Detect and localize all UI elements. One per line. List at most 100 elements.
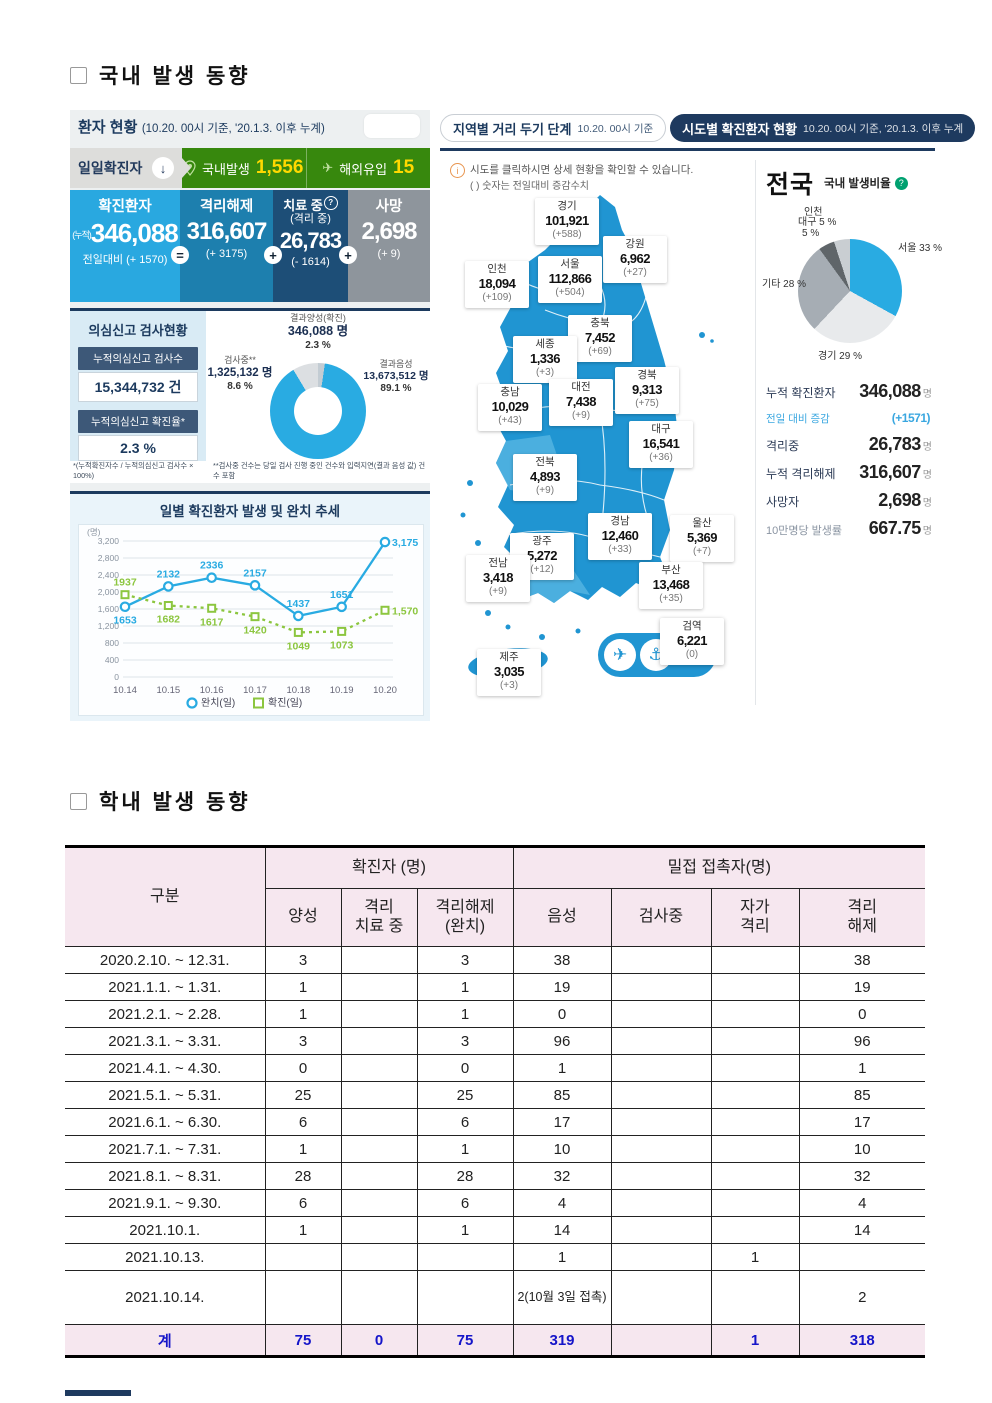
map-region-label-quarantine[interactable]: 검역 6,221 (0)	[660, 618, 724, 665]
test-status-title: 의심신고 검사현황	[88, 323, 188, 338]
redacted-logo	[364, 114, 420, 138]
row-cell	[610, 946, 712, 974]
map-region-label[interactable]: 부산 13,468 (+35)	[639, 562, 703, 609]
row-cell	[710, 946, 800, 974]
map-region-label[interactable]: 서울 112,866 (+504)	[538, 256, 602, 303]
svg-text:3,200: 3,200	[98, 536, 120, 546]
row-cell: 1	[264, 1135, 342, 1163]
donut-testing-label: 검사중** 1,325,132 명 8.6 %	[207, 355, 273, 392]
svg-text:확진(일): 확진(일)	[268, 697, 302, 709]
row-cell	[610, 1243, 712, 1271]
row-period: 2021.10.13.	[65, 1243, 266, 1271]
map-region-label[interactable]: 강원 6,962 (+27)	[603, 236, 667, 283]
domestic-label: 국내발생	[202, 161, 250, 177]
tab-distancing-level[interactable]: 지역별 거리 두기 단계 10.20. 00시 기준	[440, 114, 667, 142]
svg-text:1617: 1617	[200, 616, 224, 628]
section-title-text: 학내 발생 동향	[99, 791, 251, 814]
svg-text:2336: 2336	[200, 560, 224, 572]
table-row: 2021.10.1. 1 1 14 14	[65, 1216, 926, 1244]
map-region-label[interactable]: 대구 16,541 (+36)	[629, 421, 693, 468]
national-title: 전국	[766, 171, 815, 199]
plus-operator: +	[339, 246, 357, 264]
row-cell: 28	[264, 1162, 342, 1190]
map-region-label[interactable]: 제주 3,035 (+3)	[477, 649, 541, 696]
help-icon[interactable]: ?	[323, 196, 338, 210]
map-region-label[interactable]: 충남 10,029 (+43)	[478, 384, 542, 431]
row-period: 2021.7.1. ~ 7.31.	[65, 1135, 266, 1163]
row-cell: 1	[264, 1216, 342, 1244]
patient-status-header: 환자 현황 (10.20. 00시 기준, '20.1.3. 이후 누계)	[70, 110, 430, 148]
row-cell: 1	[416, 973, 514, 1001]
row-period: 2021.10.14.	[65, 1270, 266, 1325]
row-cell	[710, 1081, 800, 1109]
row-cell: 1	[710, 1243, 800, 1271]
plus-operator: +	[264, 246, 282, 264]
row-cell: 4	[798, 1189, 926, 1217]
map-region-label[interactable]: 인천 18,094 (+109)	[465, 261, 529, 308]
map-region-label[interactable]: 전남 3,418 (+9)	[466, 555, 530, 602]
row-cell: 3	[264, 1027, 342, 1055]
row-period: 2021.5.1. ~ 5.31.	[65, 1081, 266, 1109]
row-cell	[610, 1270, 712, 1325]
row-cell: 25	[416, 1081, 514, 1109]
row-cell	[710, 1000, 800, 1028]
national-stat-row: 격리중 26,783 명	[766, 434, 932, 454]
national-stat-row: 누적 격리해제 316,607 명	[766, 462, 932, 482]
svg-text:2,800: 2,800	[98, 553, 120, 563]
svg-text:400: 400	[105, 655, 119, 665]
national-stat-row: 누적 확진환자 346,088 명	[766, 381, 932, 401]
row-cell: 3	[264, 946, 342, 974]
svg-text:1049: 1049	[287, 640, 311, 652]
row-cell: 6	[264, 1189, 342, 1217]
divider	[440, 148, 935, 151]
map-region-label[interactable]: 경기 101,921 (+588)	[535, 198, 599, 245]
row-cell: 6	[264, 1108, 342, 1136]
test-status-left: 의심신고 검사현황 누적의심신고 검사수 15,344,732 건 누적의심신고…	[70, 311, 206, 461]
map-region-label[interactable]: 대전 7,438 (+9)	[549, 379, 613, 426]
col-subheader: 격리 해제	[798, 888, 926, 947]
row-cell: 17	[798, 1108, 926, 1136]
row-cell	[340, 1081, 418, 1109]
svg-text:10.16: 10.16	[200, 685, 224, 696]
help-icon[interactable]: ?	[894, 176, 908, 190]
col-subheader: 검사중	[610, 888, 712, 947]
card-confirmed: 확진환자 (누적)346,088 전일대비 (+ 1570)	[70, 190, 180, 302]
row-period: 2021.1.1. ~ 1.31.	[65, 973, 266, 1001]
row-cell	[610, 1108, 712, 1136]
row-cell	[798, 1243, 926, 1271]
svg-text:1,600: 1,600	[98, 604, 120, 614]
map-region-label[interactable]: 전북 4,893 (+9)	[513, 454, 577, 501]
row-cell: 0	[416, 1054, 514, 1082]
patient-status-panel: 환자 현황 (10.20. 00시 기준, '20.1.3. 이후 누계) 일일…	[70, 110, 430, 721]
map-region-label[interactable]: 충북 7,452 (+69)	[568, 315, 632, 362]
row-cell	[340, 1270, 418, 1325]
map-region-label[interactable]: 경남 12,460 (+33)	[588, 513, 652, 560]
equals-operator: =	[171, 246, 189, 264]
row-period: 2021.10.1.	[65, 1216, 266, 1244]
svg-text:1073: 1073	[330, 639, 354, 651]
row-cell: 1	[416, 1216, 514, 1244]
row-cell: 3	[416, 946, 514, 974]
col-subheader: 양성	[265, 888, 342, 947]
map-region-label[interactable]: 울산 5,369 (+7)	[670, 515, 734, 562]
map-region-label[interactable]: 경북 9,313 (+75)	[615, 367, 679, 414]
info-icon: i	[450, 163, 465, 178]
svg-text:2132: 2132	[157, 568, 181, 580]
table-row: 2021.5.1. ~ 5.31. 25 25 85 85	[65, 1081, 926, 1109]
svg-text:완치(일): 완치(일)	[201, 697, 235, 709]
col-subheader: 음성	[512, 888, 612, 947]
school-cases-table: 구분 확진자 (명) 밀접 접촉자(명) 양성 격리 치료 중 격리해제 (완치) 음…	[65, 845, 926, 1358]
row-cell	[264, 1243, 342, 1271]
checkbox-icon	[70, 792, 87, 810]
col-group-confirmed: 확진자 (명)	[264, 846, 514, 889]
row-cell	[610, 973, 712, 1001]
domestic-cases-cell: 국내발생 1,556	[182, 148, 306, 188]
tab-regional-confirmed[interactable]: 시도별 확진환자 현황 10.20. 00시 기준, '20.1.3. 이후 누계	[670, 114, 976, 142]
row-cell: 14	[512, 1216, 612, 1244]
trend-chart: 0 400 800 1,200 1,600 2,000 2,400 2,800 3,200 (명)…	[78, 524, 424, 716]
map-region-label[interactable]: 세종 1,336 (+3)	[513, 336, 577, 383]
row-cell	[710, 1270, 800, 1325]
test-result-donut-chart	[270, 363, 366, 459]
test-count-value: 15,344,732 건	[78, 372, 198, 402]
